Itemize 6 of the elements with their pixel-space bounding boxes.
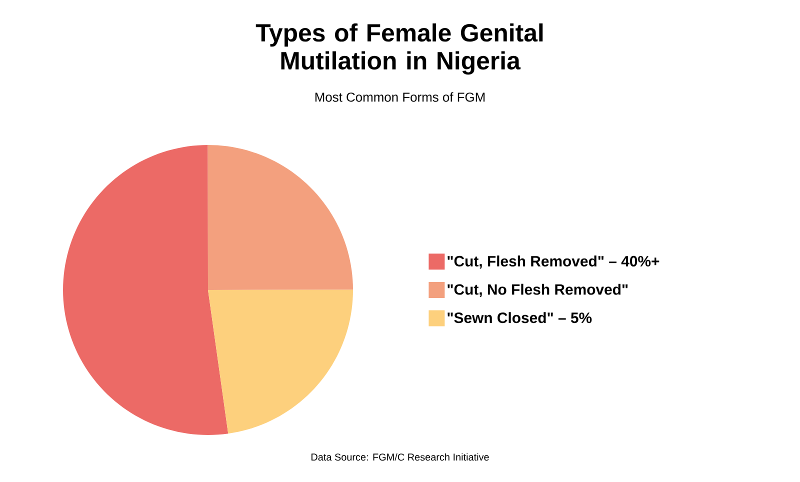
legend-label: "Cut, Flesh Removed" – 40%+ bbox=[448, 256, 660, 269]
legend-label: "Cut, No Flesh Removed" bbox=[448, 284, 628, 297]
source-note: Data Source: FGM/C Research Initiative bbox=[311, 453, 489, 461]
legend-label: "Sewn Closed" – 5% bbox=[448, 312, 592, 324]
chart-title: Types of Female Genital Mutilation in Nigeria bbox=[256, 23, 543, 75]
chart-subtitle: Most Common Forms of FGM bbox=[315, 92, 485, 102]
